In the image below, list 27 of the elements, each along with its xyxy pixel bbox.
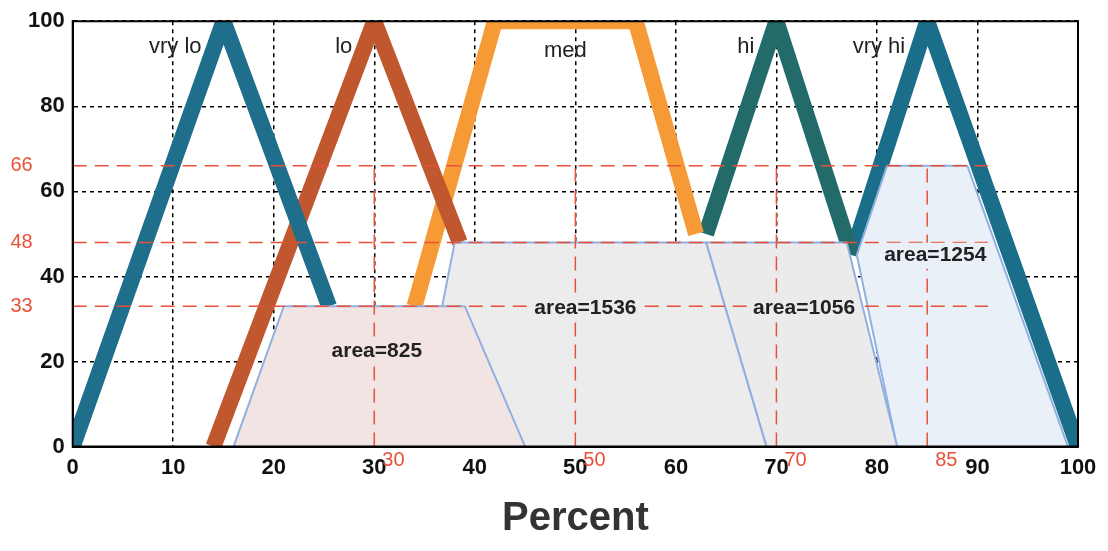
ref-line-label: 33: [10, 293, 33, 316]
series-label: med: [543, 37, 587, 63]
x-tick-label: 40: [462, 453, 488, 479]
series-label: lo: [335, 33, 353, 59]
series-label: area=1056: [752, 294, 856, 318]
x-tick-label: 80: [864, 453, 890, 479]
x-tick-label: 100: [1059, 453, 1097, 479]
x-tick-label: 10: [160, 453, 186, 479]
series-label: area=1254: [884, 242, 987, 266]
y-tick-label: 0: [52, 432, 65, 458]
series-label: area=825: [331, 337, 423, 361]
y-tick-label: 60: [40, 177, 65, 203]
series-label: vry hi: [852, 33, 906, 59]
x-tick-label: 20: [261, 453, 287, 479]
y-tick-label: 20: [40, 347, 65, 373]
series-label: vry lo: [148, 33, 202, 59]
ref-line-label: 66: [10, 153, 33, 176]
y-tick-label: 80: [40, 92, 65, 118]
x-tick-label: 60: [663, 453, 689, 479]
ref-line-label: 48: [10, 229, 33, 252]
y-tick-label: 100: [27, 7, 65, 33]
y-tick-label: 40: [40, 262, 65, 288]
ref-line-label: 85: [935, 448, 958, 471]
x-tick-label: 90: [965, 453, 990, 479]
series-label: area=1536: [534, 294, 637, 318]
series-label: hi: [737, 33, 755, 59]
x-axis-title: Percent: [501, 494, 649, 539]
